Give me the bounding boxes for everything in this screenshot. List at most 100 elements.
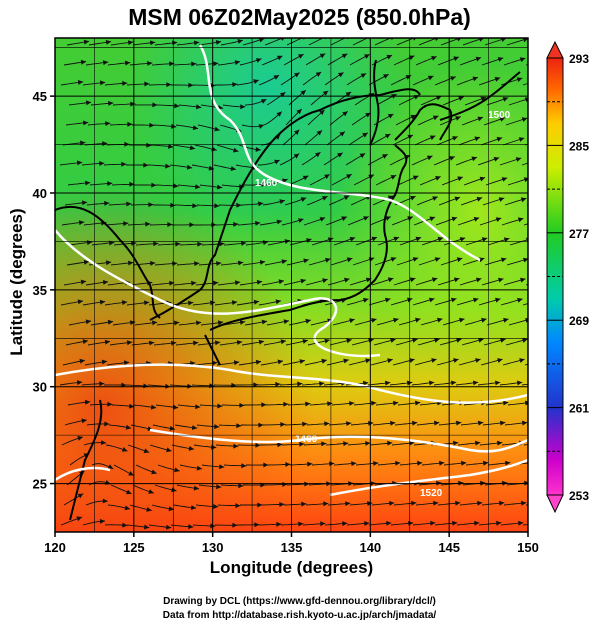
streamline-arrow [294,129,300,135]
streamline-arrow [298,218,304,223]
streamline [522,82,528,86]
streamline-arrow [459,317,465,323]
streamline-arrow [299,441,305,447]
streamline [525,63,528,66]
streamline-arrow [239,402,245,408]
streamline-arrow [214,424,220,430]
streamline-arrow [359,153,366,159]
streamline-arrow [85,399,91,405]
contour-labels: 1460 1460 1520 1500 [255,110,511,499]
streamline-arrow [387,277,394,283]
streamline-arrow [429,216,435,222]
streamline-arrow [473,217,480,222]
x-tick-label: 125 [123,540,145,555]
streamline-arrow [365,112,371,118]
streamline-arrow [483,460,489,466]
streamline-arrow [519,358,525,363]
streamline-arrow [275,381,281,387]
streamline-arrow [232,82,238,88]
streamline-arrow [456,337,462,343]
streamline-arrow [322,196,328,201]
streamline-arrow [279,502,285,507]
contour-label: 1500 [488,110,511,121]
x-tick-label: 140 [359,540,381,555]
streamline [527,344,528,345]
streamline-arrow [519,57,526,63]
streamline-arrow [143,162,149,168]
streamline-arrow [475,358,481,363]
streamline-arrow [128,260,134,266]
streamline-arrow [337,152,343,158]
streamline-arrow [129,181,135,187]
streamline-arrow [152,102,158,108]
streamline-arrow [188,445,194,451]
streamline-arrow [104,421,110,427]
streamline-arrow [452,136,458,141]
streamline-arrow [258,38,265,43]
streamline [526,424,528,426]
streamline-arrow [345,501,351,507]
streamline-arrow [495,297,501,303]
streamline-arrow [188,300,194,306]
streamline-arrow [319,381,325,387]
streamline-arrow [259,260,266,265]
streamline-arrow [386,54,393,60]
streamline-arrow [456,257,463,263]
streamline-arrow [342,521,348,527]
streamline-arrow [169,61,175,67]
streamline-arrow [193,485,200,491]
streamline-arrow [499,500,505,506]
streamline-arrow [305,401,311,407]
streamline-arrow [387,440,393,446]
streamline-arrow [260,99,267,104]
streamline [526,204,528,206]
streamline-arrow [395,460,401,466]
streamline-arrow [196,104,202,110]
streamline-arrow [174,320,180,326]
streamline-arrow [324,174,330,180]
streamline-arrow [107,319,114,325]
streamline-arrow [496,136,503,142]
streamline-arrow [474,520,480,526]
streamline-arrow [437,317,443,323]
streamline [522,524,528,526]
streamline-arrow [476,196,483,202]
streamline-arrow [473,297,479,303]
streamline-arrow [368,338,374,343]
streamline-arrow [517,217,524,223]
streamline-arrow [148,202,154,208]
streamline-arrow [498,197,505,202]
chart-title: MSM 06Z02May2025 (850.0hPa) [128,4,471,30]
streamline-arrow [192,125,199,131]
streamline-arrow [472,76,478,82]
streamline-arrow [166,524,172,530]
streamline-arrow [277,359,283,365]
streamline-arrow [500,420,506,426]
streamline-arrow [327,401,333,407]
streamline-arrow [258,339,265,345]
streamline [525,283,528,286]
y-axis: 25 30 35 40 45 [33,89,55,492]
x-axis: 120 125 130 135 140 145 150 [44,532,539,555]
streamline-arrow [479,176,486,182]
streamline-arrow [152,320,158,326]
streamline-arrow [500,338,506,343]
contour-label: 1520 [420,488,443,499]
streamline-arrow [493,156,500,162]
streamline-arrow [151,182,157,188]
streamline-arrow [195,404,201,410]
streamline-arrow [434,420,440,426]
streamline-arrow [231,300,238,306]
streamline-arrow [107,464,114,469]
streamline-arrow [253,79,259,84]
streamline-arrow [384,134,391,139]
streamline-arrow [477,500,483,506]
streamline-arrow [479,38,484,42]
streamline-arrow [453,277,460,283]
streamline-arrow [522,338,528,343]
streamline-arrow [538,157,544,162]
y-tick-label: 35 [33,283,47,298]
streamline-arrow [515,157,522,162]
streamline-arrow [171,123,177,129]
streamline-arrow [233,443,239,449]
